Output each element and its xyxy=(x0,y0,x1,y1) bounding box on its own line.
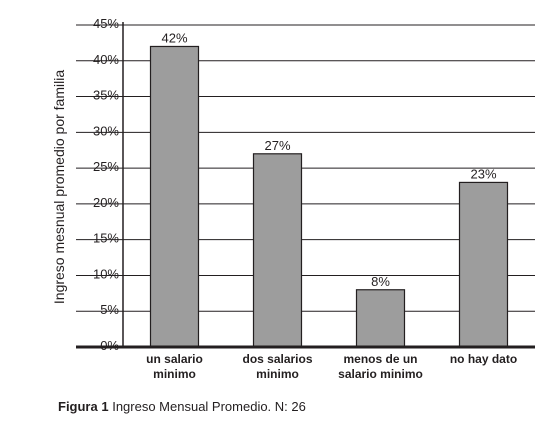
y-tick-label: 35% xyxy=(93,88,119,103)
bar xyxy=(149,45,200,348)
data-label: 23% xyxy=(470,166,496,181)
figure-caption: Figura 1 Ingreso Mensual Promedio. N: 26 xyxy=(58,399,306,414)
bar xyxy=(252,153,303,348)
y-tick-label: 15% xyxy=(93,231,119,246)
category-label: menos de un xyxy=(343,352,417,366)
data-label: 8% xyxy=(371,274,390,289)
data-label: 27% xyxy=(264,138,290,153)
category-label: minimo xyxy=(153,367,196,381)
y-tick-label: 25% xyxy=(93,159,119,174)
y-tick-label: 30% xyxy=(93,123,119,138)
y-axis-label: Ingreso mesnual promedio por familia xyxy=(51,70,67,304)
category-label: un salario xyxy=(146,352,203,366)
y-tick-label: 5% xyxy=(100,302,119,317)
y-tick-label: 40% xyxy=(93,52,119,67)
y-tick-label: 20% xyxy=(93,195,119,210)
bar xyxy=(458,181,509,348)
y-tick-label: 10% xyxy=(93,266,119,281)
caption-label: Figura 1 xyxy=(58,399,109,414)
caption-text: Ingreso Mensual Promedio. N: 26 xyxy=(112,399,306,414)
category-label: salario minimo xyxy=(338,367,423,381)
category-label: dos salarios xyxy=(242,352,312,366)
y-tick-label: 45% xyxy=(93,16,119,31)
category-label: no hay dato xyxy=(450,352,517,366)
category-label: minimo xyxy=(256,367,299,381)
bar xyxy=(355,289,406,348)
data-label: 42% xyxy=(161,30,187,45)
